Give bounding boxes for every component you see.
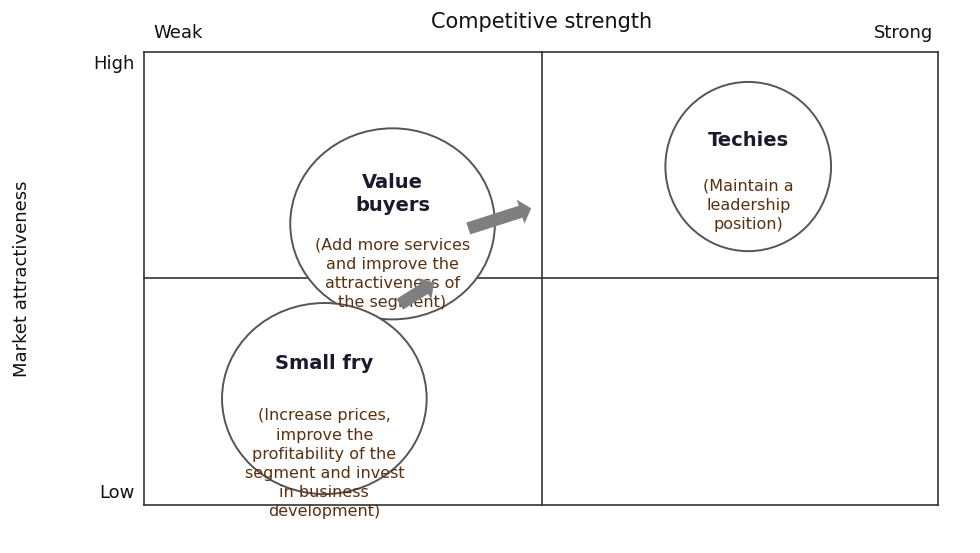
Text: (Increase prices,
improve the
profitability of the
segment and invest
in busines: (Increase prices, improve the profitabil… — [245, 408, 404, 519]
Text: Competitive strength: Competitive strength — [430, 12, 652, 32]
Text: Weak: Weak — [154, 24, 203, 42]
Text: Market attractiveness: Market attractiveness — [14, 180, 31, 377]
Text: Small fry: Small fry — [275, 353, 373, 373]
Ellipse shape — [290, 128, 495, 320]
Text: (Maintain a
leadership
position): (Maintain a leadership position) — [703, 179, 794, 232]
Ellipse shape — [665, 82, 831, 251]
Ellipse shape — [222, 303, 426, 494]
Text: Low: Low — [99, 484, 134, 502]
Text: (Add more services
and improve the
attractiveness of
the segment): (Add more services and improve the attra… — [315, 237, 470, 310]
Text: High: High — [93, 55, 134, 72]
Text: Techies: Techies — [708, 131, 789, 150]
Text: Value
buyers: Value buyers — [355, 173, 430, 215]
Text: Strong: Strong — [874, 24, 933, 42]
